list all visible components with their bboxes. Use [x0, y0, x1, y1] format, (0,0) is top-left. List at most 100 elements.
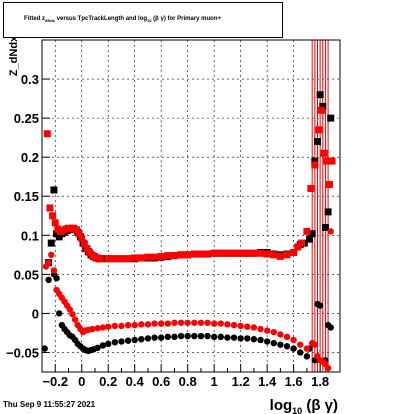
data-point-circle [244, 335, 251, 342]
data-point-square [190, 250, 198, 258]
y-tick-label: 0.3 [21, 72, 39, 87]
data-point-circle [197, 319, 205, 326]
data-point-circle [290, 336, 297, 344]
data-point-circle [270, 339, 277, 347]
data-point-square [306, 235, 314, 243]
data-point-square [319, 102, 327, 110]
data-point-square [50, 186, 58, 194]
data-point-circle [45, 259, 52, 266]
x-tick-label: 1.4 [258, 374, 277, 389]
data-point-circle [118, 322, 125, 330]
data-point-circle [151, 320, 158, 327]
data-point-square [223, 249, 231, 257]
data-point-circle [290, 345, 297, 352]
chart-title: Fitted zdNdx versus TpcTrackLength and l… [24, 16, 221, 23]
data-point-square [83, 245, 91, 253]
data-point-circle [257, 336, 264, 344]
data-point-circle [324, 364, 332, 372]
data-point-square [324, 208, 332, 216]
data-point-circle [263, 338, 271, 345]
data-point-square [298, 239, 306, 247]
data-point-circle [283, 343, 291, 350]
data-point-circle [177, 319, 185, 326]
data-point-circle [66, 306, 74, 313]
data-point-square [43, 130, 51, 138]
data-point-circle [184, 332, 191, 340]
data-point-square [250, 249, 258, 257]
data-point-circle [138, 335, 145, 343]
data-point-circle [191, 332, 198, 340]
data-point-square [257, 249, 265, 257]
x-tick-label: 0.2 [99, 374, 117, 389]
data-point-circle [111, 339, 119, 346]
y-tick-label: 0.05 [14, 267, 39, 282]
data-point-circle [105, 340, 112, 348]
data-point-square [311, 157, 319, 165]
data-point-circle [171, 333, 178, 341]
data-point-square [290, 248, 298, 256]
data-point-square [294, 243, 302, 251]
data-point-square [320, 149, 328, 157]
data-point-circle [263, 327, 271, 334]
x-tick-label: 0.6 [152, 374, 170, 389]
data-point-circle [303, 345, 311, 352]
x-tick-label: 0 [78, 374, 85, 389]
x-tick-label: 1.8 [311, 374, 329, 389]
data-point-square [75, 230, 83, 238]
data-point-square [96, 255, 104, 263]
data-point-circle [56, 310, 63, 317]
data-point-square [184, 251, 192, 259]
data-point-circle [230, 334, 238, 341]
y-tick-label: −0.05 [6, 345, 39, 360]
data-point-circle [99, 324, 107, 331]
data-point-circle [50, 267, 58, 274]
data-point-circle [48, 239, 55, 247]
data-point-square [276, 252, 284, 260]
x-tick-label: −0.2 [42, 374, 68, 389]
data-point-circle [270, 328, 277, 336]
x-tick-label: 0.8 [179, 374, 197, 389]
data-point-circle [45, 276, 52, 284]
data-point-circle [250, 324, 258, 331]
data-point-circle [171, 319, 178, 326]
data-point-square [157, 252, 165, 260]
data-point-circle [99, 342, 107, 349]
y-tick-label: 0.1 [21, 228, 39, 243]
data-point-square [311, 161, 319, 169]
data-point-circle [124, 337, 132, 344]
data-point-square [325, 181, 333, 189]
data-point-circle [217, 320, 224, 327]
data-point-square [313, 138, 321, 146]
data-point-square [327, 114, 335, 122]
data-point-square [243, 249, 251, 257]
data-point-circle [257, 325, 264, 333]
data-point-circle [131, 336, 138, 344]
data-point-square [308, 230, 316, 238]
data-point-square [283, 251, 291, 259]
data-point-circle [217, 333, 224, 341]
data-point-circle [144, 321, 152, 328]
y-tick-label: 0.2 [21, 150, 39, 165]
data-point-square [328, 157, 336, 165]
y-tick-label: 0.15 [14, 189, 39, 204]
data-point-circle [94, 344, 101, 351]
y-tick-label: 0 [32, 306, 39, 321]
data-point-square [164, 252, 172, 260]
data-point-circle [48, 251, 55, 259]
data-point-square [317, 106, 325, 114]
data-point-circle [164, 320, 172, 327]
x-tick-label: 0.4 [126, 374, 145, 389]
data-point-square [230, 249, 238, 257]
data-point-circle [158, 320, 165, 327]
data-point-circle [327, 324, 334, 331]
data-point-square [210, 249, 218, 257]
data-point-square [111, 255, 119, 263]
data-point-circle [316, 302, 324, 309]
data-point-square [46, 204, 54, 212]
data-point-circle [184, 319, 191, 326]
data-point-square [137, 254, 145, 262]
data-point-square [270, 251, 278, 259]
data-point-square [217, 249, 225, 257]
data-point-circle [71, 316, 79, 323]
data-point-circle [124, 321, 132, 329]
